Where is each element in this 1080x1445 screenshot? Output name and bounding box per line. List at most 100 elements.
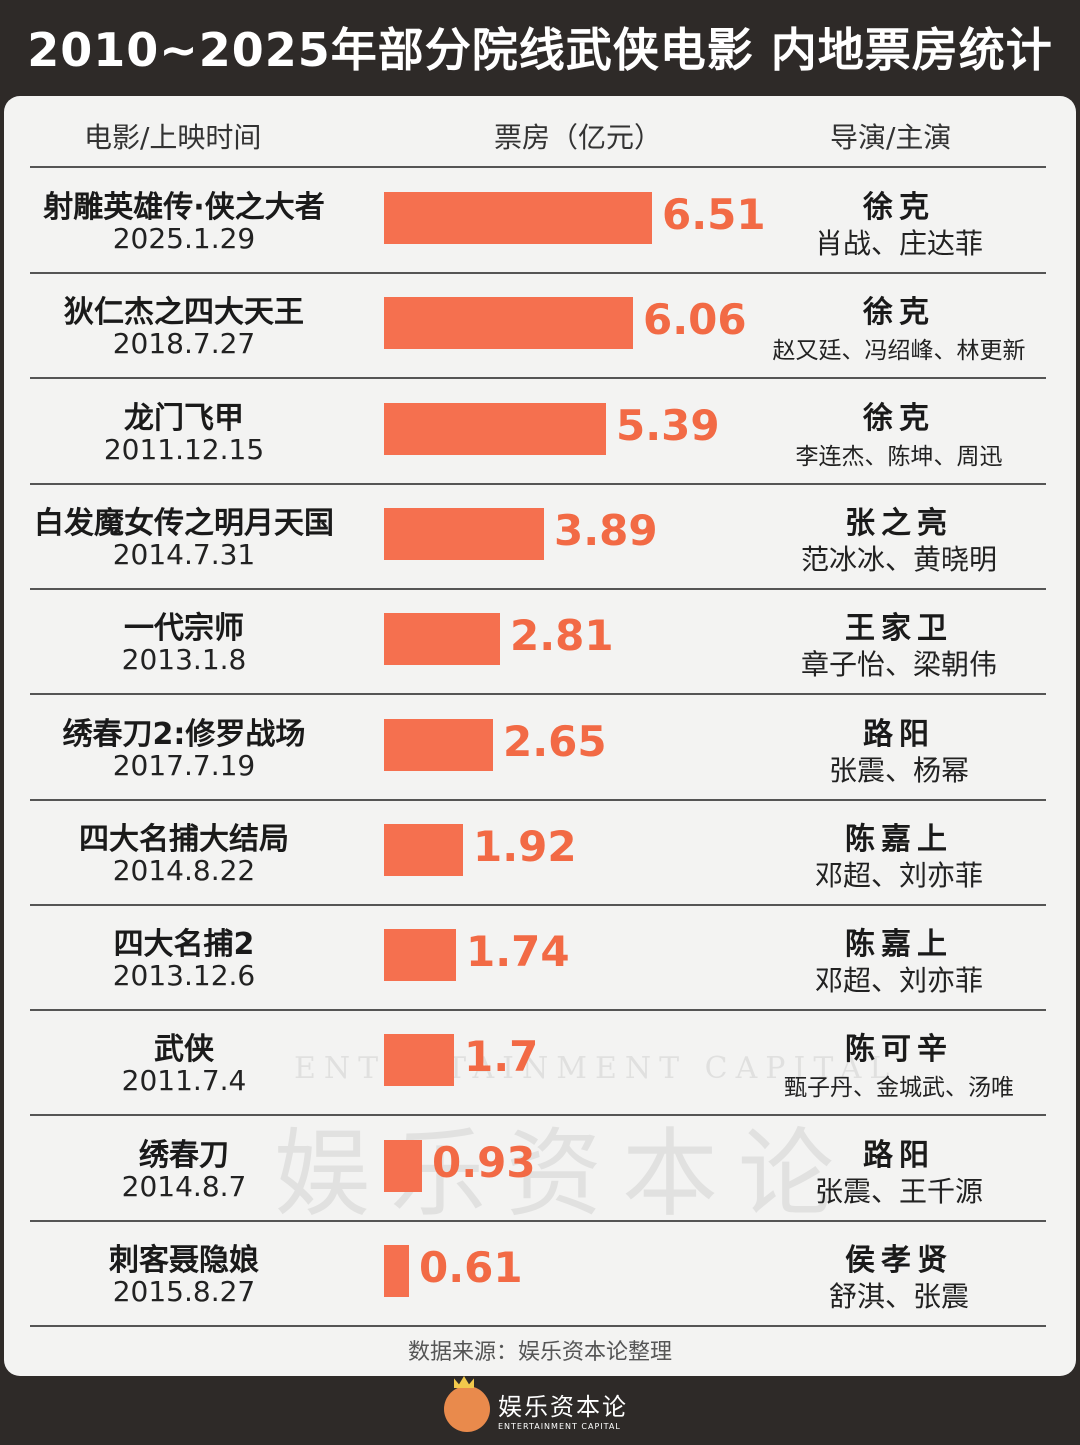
boxoffice-value: 0.93 — [432, 1137, 536, 1187]
boxoffice-bar — [384, 192, 652, 244]
cast: 章子怡、梁朝伟 — [800, 648, 997, 682]
header-movie: 电影/上映时间 — [84, 121, 262, 154]
cast: 张震、杨幂 — [828, 753, 969, 787]
boxoffice-value: 1.7 — [464, 1032, 539, 1082]
boxoffice-value: 6.06 — [643, 295, 747, 345]
chart-card: ENTERTAINMENT CAPITAL 娱乐资本论 电影/上映时间 票房（亿… — [4, 96, 1076, 1376]
table-row: 一代宗师 2013.1.8 2.81 王家卫 章子怡、梁朝伟 — [4, 589, 1076, 696]
header-director: 导演/主演 — [830, 121, 952, 154]
header-boxoffice: 票房（亿元） — [494, 121, 663, 154]
cast: 邓超、刘亦菲 — [814, 858, 983, 892]
movie-title: 狄仁杰之四大天王 — [64, 295, 304, 331]
divider — [30, 1114, 1046, 1117]
divider — [30, 377, 1046, 380]
boxoffice-value: 5.39 — [616, 400, 720, 450]
table-row: 狄仁杰之四大天王 2018.7.27 6.06 徐克赵又廷、冯绍峰、林更新 — [4, 273, 1076, 380]
divider — [30, 1219, 1046, 1222]
release-date: 2013.1.8 — [121, 643, 247, 677]
release-date: 2011.7.4 — [121, 1064, 247, 1098]
cast: 张震、王千源 — [814, 1174, 983, 1208]
movie-title: 刺客聂隐娘 — [109, 1243, 259, 1278]
divider — [30, 166, 1046, 168]
logo-cn: 娱乐资本论 — [498, 1393, 628, 1421]
divider — [30, 903, 1046, 906]
boxoffice-bar — [384, 1245, 409, 1297]
director: 侯孝贤 — [845, 1243, 953, 1278]
movie-title: 四大名捕大结局 — [79, 821, 289, 857]
director: 张之亮 — [845, 505, 953, 541]
director: 王家卫 — [845, 611, 953, 647]
movie-title: 龙门飞甲 — [124, 400, 244, 436]
divider — [30, 693, 1046, 696]
release-date: 2015.8.27 — [112, 1275, 256, 1308]
page-title: 2010~2025年部分院线武侠电影 内地票房统计 — [27, 23, 1053, 77]
movie-title: 绣春刀2:修罗战场 — [62, 716, 306, 752]
director: 徐克 — [863, 190, 935, 225]
cast: 范冰冰、黄晓明 — [800, 542, 997, 576]
release-date: 2013.12.6 — [112, 959, 256, 993]
director: 徐克 — [863, 295, 935, 331]
logo-en: ENTERTAINMENT CAPITAL — [498, 1422, 621, 1431]
boxoffice-value: 2.65 — [503, 716, 607, 766]
table-row: 四大名捕大结局 2014.8.22 1.92 陈嘉上 邓超、刘亦菲 — [4, 800, 1076, 906]
boxoffice-value: 0.61 — [419, 1243, 523, 1292]
movie-title: 四大名捕2 — [113, 927, 255, 963]
movie-title: 一代宗师 — [124, 611, 244, 647]
watermark-cn: 娱乐资本论 — [274, 1118, 854, 1230]
boxoffice-value: 2.81 — [510, 611, 614, 661]
divider — [30, 798, 1046, 801]
boxoffice-value: 3.89 — [554, 505, 658, 555]
boxoffice-bar — [384, 613, 500, 666]
mascot-icon — [444, 1386, 490, 1432]
boxoffice-value: 6.51 — [662, 190, 766, 239]
boxoffice-bar — [384, 507, 544, 560]
release-date: 2014.8.22 — [112, 853, 256, 887]
divider — [30, 1009, 1046, 1012]
divider — [30, 1325, 1046, 1327]
divider — [30, 272, 1046, 274]
table-row: 射雕英雄传·侠之大者 2025.1.29 6.51 徐克 肖战、庄达菲 — [4, 168, 1076, 274]
release-date: 2011.12.15 — [103, 432, 265, 466]
brand-logo: 娱乐资本论 ENTERTAINMENT CAPITAL — [444, 1384, 628, 1434]
cast: 甄子丹、金城武、汤唯 — [784, 1075, 1014, 1102]
cast: 李连杰、陈坤、周迅 — [795, 443, 1003, 470]
boxoffice-bar — [384, 718, 493, 771]
boxoffice-value: 1.92 — [473, 821, 577, 871]
release-date: 2014.8.7 — [121, 1169, 247, 1203]
boxoffice-bar — [384, 1034, 454, 1087]
boxoffice-bar — [384, 402, 606, 455]
release-date: 2017.7.19 — [112, 748, 256, 782]
boxoffice-bar — [384, 297, 633, 350]
divider — [30, 482, 1046, 485]
table-row: 白发魔女传之明月天国 2014.7.31 3.89 张之亮 范冰冰、黄晓明 — [4, 484, 1076, 590]
movie-title: 武侠 — [154, 1032, 214, 1068]
table-row: 武侠 2011.7.4 1.7 陈可辛甄子丹、金城武、汤唯 — [4, 1010, 1076, 1117]
table-row: 四大名捕2 2013.12.6 1.74 陈嘉上 邓超、刘亦菲 — [4, 905, 1076, 1012]
table-header: 电影/上映时间 票房（亿元） 导演/主演 — [4, 96, 1076, 168]
cast: 邓超、刘亦菲 — [814, 964, 983, 998]
table-row: 绣春刀 2014.8.7 0.93 路阳 张震、王千源 — [4, 1116, 1076, 1222]
release-date: 2014.7.31 — [112, 537, 256, 571]
director: 路阳 — [863, 716, 935, 752]
director: 徐克 — [863, 400, 935, 436]
boxoffice-bar — [384, 929, 456, 982]
director: 路阳 — [863, 1137, 935, 1173]
cast: 肖战、庄达菲 — [814, 227, 983, 260]
director: 陈可辛 — [845, 1032, 953, 1068]
table-row: 绣春刀2:修罗战场 2017.7.19 2.65 路阳 张震、杨幂 — [4, 695, 1076, 801]
release-date: 2025.1.29 — [112, 222, 256, 255]
table-row: 刺客聂隐娘 2015.8.27 0.61 侯孝贤 舒淇、张震 — [4, 1221, 1076, 1327]
cast: 赵又廷、冯绍峰、林更新 — [772, 338, 1026, 365]
release-date: 2018.7.27 — [112, 327, 256, 361]
data-source: 数据来源：娱乐资本论整理 — [407, 1340, 672, 1365]
cast: 舒淇、张震 — [828, 1280, 969, 1313]
movie-title: 白发魔女传之明月天国 — [34, 505, 334, 541]
movie-title: 绣春刀 — [139, 1137, 229, 1173]
director: 陈嘉上 — [845, 927, 953, 963]
boxoffice-bar — [384, 823, 463, 876]
boxoffice-value: 1.74 — [466, 927, 570, 977]
movie-title: 射雕英雄传·侠之大者 — [43, 190, 325, 225]
divider — [30, 587, 1046, 590]
table-row: 龙门飞甲 2011.12.15 5.39 徐克李连杰、陈坤、周迅 — [4, 379, 1076, 485]
boxoffice-bar — [384, 1139, 422, 1192]
